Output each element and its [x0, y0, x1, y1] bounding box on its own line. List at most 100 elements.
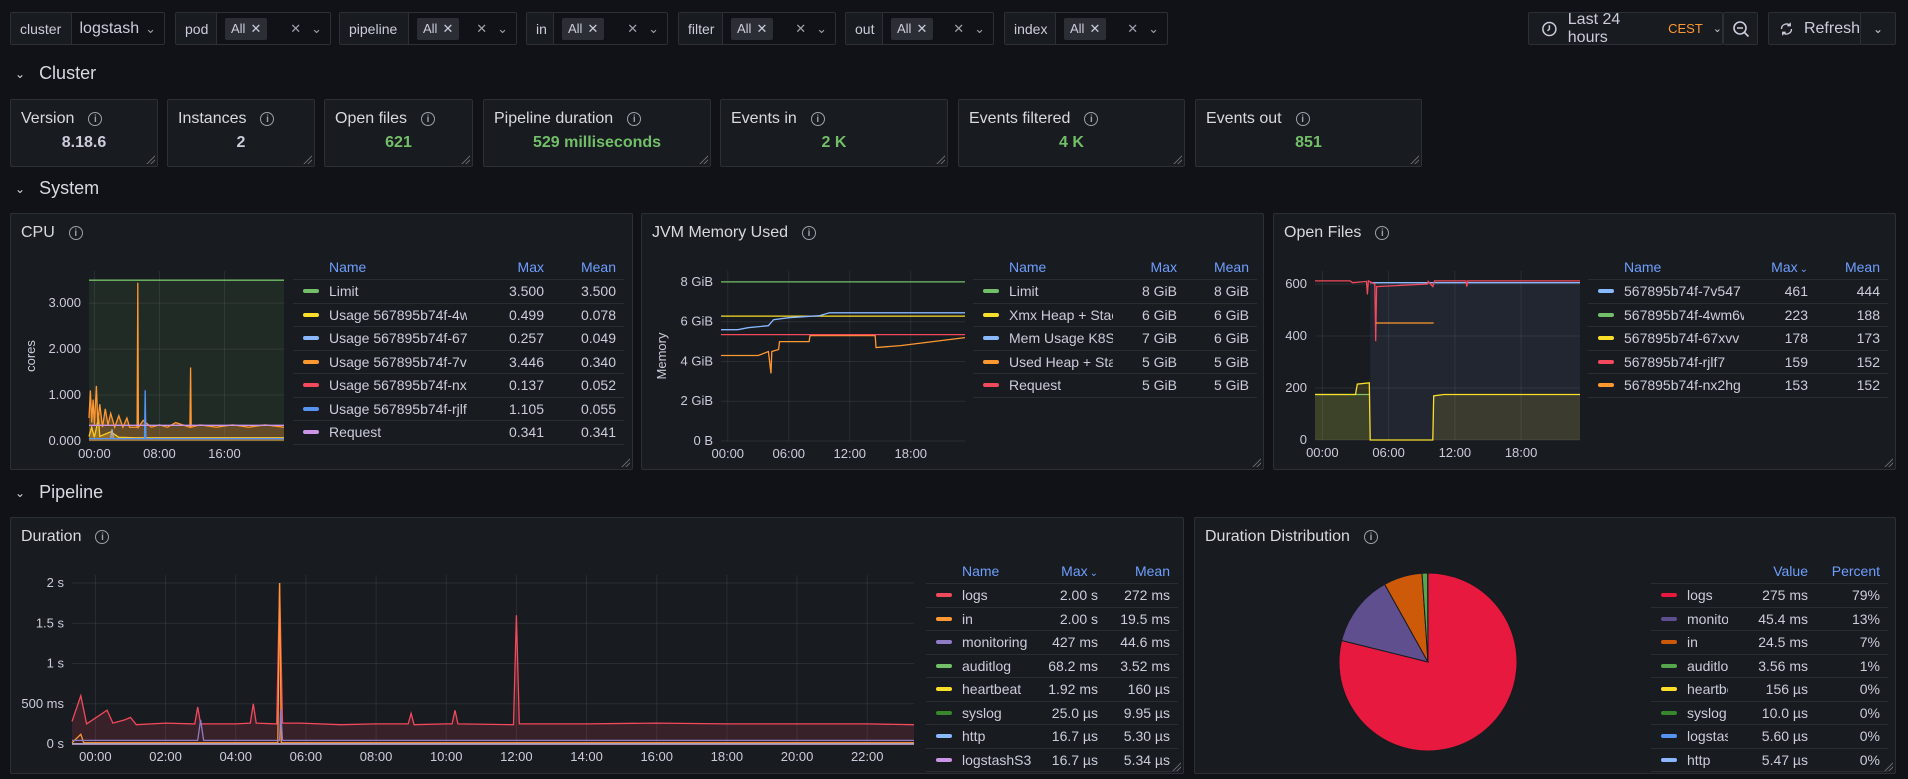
remove-icon[interactable]: ✕: [442, 20, 454, 36]
resize-handle[interactable]: [302, 154, 312, 164]
chart-canvas[interactable]: 0.000 1.000 2.000 3.000 00:00 08:00 16:00 cores: [11, 214, 634, 471]
legend-column-header[interactable]: Max: [467, 259, 552, 275]
clear-icon[interactable]: ✕: [795, 20, 807, 36]
legend-row[interactable]: monitoring 45.4 ms 13%: [1651, 608, 1888, 631]
legend-row[interactable]: http 5.47 µs 0%: [1651, 749, 1888, 772]
legend-row[interactable]: Used Heap + Stack 5 GiB 5 GiB: [973, 351, 1257, 374]
legend-row[interactable]: auditlog 3.56 ms 1%: [1651, 655, 1888, 678]
remove-icon[interactable]: ✕: [250, 20, 262, 36]
legend-row[interactable]: 567895b74f-nx2hg 153 152: [1588, 374, 1888, 398]
variable-index[interactable]: index All ✕ ✕ ⌄: [1004, 12, 1168, 45]
resize-handle[interactable]: [460, 154, 470, 164]
legend-row[interactable]: Usage 567895b74f-rjlf7 1.105 0.055: [293, 398, 624, 421]
legend-row[interactable]: Limit 3.500 3.500: [293, 280, 624, 304]
resize-handle[interactable]: [145, 154, 155, 164]
remove-icon[interactable]: ✕: [756, 20, 768, 36]
variable-pipeline[interactable]: pipeline All ✕ ✕ ⌄: [339, 12, 517, 45]
resize-handle[interactable]: [1251, 457, 1261, 467]
series-line-monitoring[interactable]: [72, 709, 914, 742]
chart-canvas[interactable]: [1195, 518, 1897, 775]
series-line-mem-usage-k8s[interactable]: [721, 312, 965, 331]
legend-row[interactable]: monitoring 427 ms 44.6 ms: [926, 631, 1178, 655]
remove-icon[interactable]: ✕: [916, 20, 928, 36]
legend-row[interactable]: Usage 567895b74f-7v547 3.446 0.340: [293, 351, 624, 374]
series-line-usage-567895b74f-4wm6w[interactable]: [88, 417, 284, 439]
legend-column-header[interactable]: Name: [973, 259, 1113, 275]
pie-slice-monitoring[interactable]: [1341, 583, 1429, 663]
legend-row[interactable]: in 24.5 ms 7%: [1651, 631, 1888, 655]
series-line-usage-567895b74f-rjlf7[interactable]: [89, 390, 284, 440]
refresh-button[interactable]: Refresh: [1768, 12, 1861, 45]
legend-row[interactable]: Request 5 GiB 5 GiB: [973, 374, 1257, 398]
legend-row[interactable]: Xmx Heap + Stack 6 GiB 6 GiB: [973, 304, 1257, 327]
legend-column-header[interactable]: Percent: [1816, 563, 1888, 579]
series-line-567895b74f-67xvv[interactable]: [1315, 382, 1580, 441]
variable-cluster[interactable]: cluster logstash ⌄: [10, 12, 165, 45]
resize-handle[interactable]: [698, 154, 708, 164]
info-icon[interactable]: i: [1375, 226, 1390, 240]
variable-filter[interactable]: filter All ✕ ✕ ⌄: [678, 12, 836, 45]
legend-row[interactable]: Usage 567895b74f-4wm6w 0.499 0.078: [293, 304, 624, 327]
variable-value[interactable]: All ✕ ✕ ⌄: [883, 13, 993, 44]
legend-row[interactable]: heartbeat 1.92 ms 160 µs: [926, 678, 1178, 702]
variable-value[interactable]: All ✕ ✕ ⌄: [1056, 13, 1167, 44]
legend-row[interactable]: heartbeat 156 µs 0%: [1651, 678, 1888, 702]
chart-canvas[interactable]: 0 s 500 ms 1 s 1.5 s 2 s 00:00 02:00 04:00 06:00…: [11, 518, 1185, 775]
info-icon[interactable]: i: [1363, 530, 1378, 544]
legend-row[interactable]: 567895b74f-7v547 461 444: [1588, 280, 1888, 304]
info-icon[interactable]: i: [802, 226, 817, 240]
resize-handle[interactable]: [935, 154, 945, 164]
legend-column-header[interactable]: Mean: [1185, 259, 1257, 275]
refresh-interval-dropdown[interactable]: ⌄: [1860, 12, 1896, 45]
info-icon[interactable]: i: [95, 530, 110, 544]
legend-row[interactable]: syslog 25.0 µs 9.95 µs: [926, 702, 1178, 725]
legend-row[interactable]: Request 0.341 0.341: [293, 421, 624, 445]
resize-handle[interactable]: [1883, 761, 1893, 771]
legend-row[interactable]: 567895b74f-67xvv 178 173: [1588, 327, 1888, 351]
legend-row[interactable]: Usage 567895b74f-nx2hg 0.137 0.052: [293, 374, 624, 398]
remove-icon[interactable]: ✕: [1089, 20, 1101, 36]
legend-row[interactable]: Mem Usage K8S 7 GiB 6 GiB: [973, 327, 1257, 351]
legend-column-header[interactable]: Value: [1728, 563, 1816, 579]
info-icon[interactable]: i: [421, 112, 436, 126]
legend-row[interactable]: 567895b74f-4wm6w 223 188: [1588, 304, 1888, 327]
resize-handle[interactable]: [1409, 154, 1419, 164]
row-system[interactable]: ⌄ System: [15, 178, 99, 199]
legend-row[interactable]: logs 275 ms 79%: [1651, 584, 1888, 608]
info-icon[interactable]: i: [260, 112, 275, 126]
variable-value[interactable]: All ✕ ✕ ⌄: [554, 13, 667, 44]
series-line-used-heap-stack[interactable]: [721, 334, 966, 374]
resize-handle[interactable]: [1171, 761, 1181, 771]
legend-row[interactable]: logstashHttp 5.60 µs 0%: [1651, 725, 1888, 749]
legend-column-header[interactable]: Name: [1588, 259, 1744, 275]
info-icon[interactable]: i: [68, 226, 83, 240]
legend-row[interactable]: in 2.00 s 19.5 ms: [926, 608, 1178, 631]
info-icon[interactable]: i: [1084, 112, 1099, 126]
legend-column-header[interactable]: Name: [293, 259, 467, 275]
remove-icon[interactable]: ✕: [587, 20, 599, 36]
chart-canvas[interactable]: 0 B 2 GiB 4 GiB 6 GiB 8 GiB 00:00 06:00 12:00 18…: [642, 214, 1265, 471]
series-line-567895b74f-rjlf7[interactable]: [1315, 279, 1580, 342]
legend-row[interactable]: logstashS3 16.7 µs 5.34 µs: [926, 749, 1178, 772]
chart-canvas[interactable]: 0 200 400 600 00:00 06:00 12:00 18:00: [1274, 214, 1897, 471]
row-pipeline[interactable]: ⌄ Pipeline: [15, 482, 103, 503]
resize-handle[interactable]: [620, 457, 630, 467]
legend-row[interactable]: 567895b74f-rjlf7 159 152: [1588, 351, 1888, 374]
legend-row[interactable]: syslog 10.0 µs 0%: [1651, 702, 1888, 725]
clear-icon[interactable]: ✕: [1127, 20, 1139, 36]
legend-column-header[interactable]: Mean: [552, 259, 624, 275]
info-icon[interactable]: i: [88, 112, 103, 126]
variable-value[interactable]: All ✕ ✕ ⌄: [409, 13, 516, 44]
clear-icon[interactable]: ✕: [476, 20, 488, 36]
series-line-logs[interactable]: [71, 582, 915, 726]
legend-row[interactable]: Limit 8 GiB 8 GiB: [973, 280, 1257, 304]
clear-icon[interactable]: ✕: [290, 20, 302, 36]
info-icon[interactable]: i: [1295, 112, 1310, 126]
legend-row[interactable]: http 16.7 µs 5.30 µs: [926, 725, 1178, 749]
legend-column-header[interactable]: Max ⌄: [1744, 259, 1816, 275]
info-icon[interactable]: i: [810, 112, 825, 126]
series-line-in[interactable]: [71, 582, 914, 744]
legend-row[interactable]: logs 2.00 s 272 ms: [926, 584, 1178, 608]
legend-column-header[interactable]: Max ⌄: [1034, 563, 1106, 579]
legend-column-header[interactable]: Mean: [1106, 563, 1178, 579]
